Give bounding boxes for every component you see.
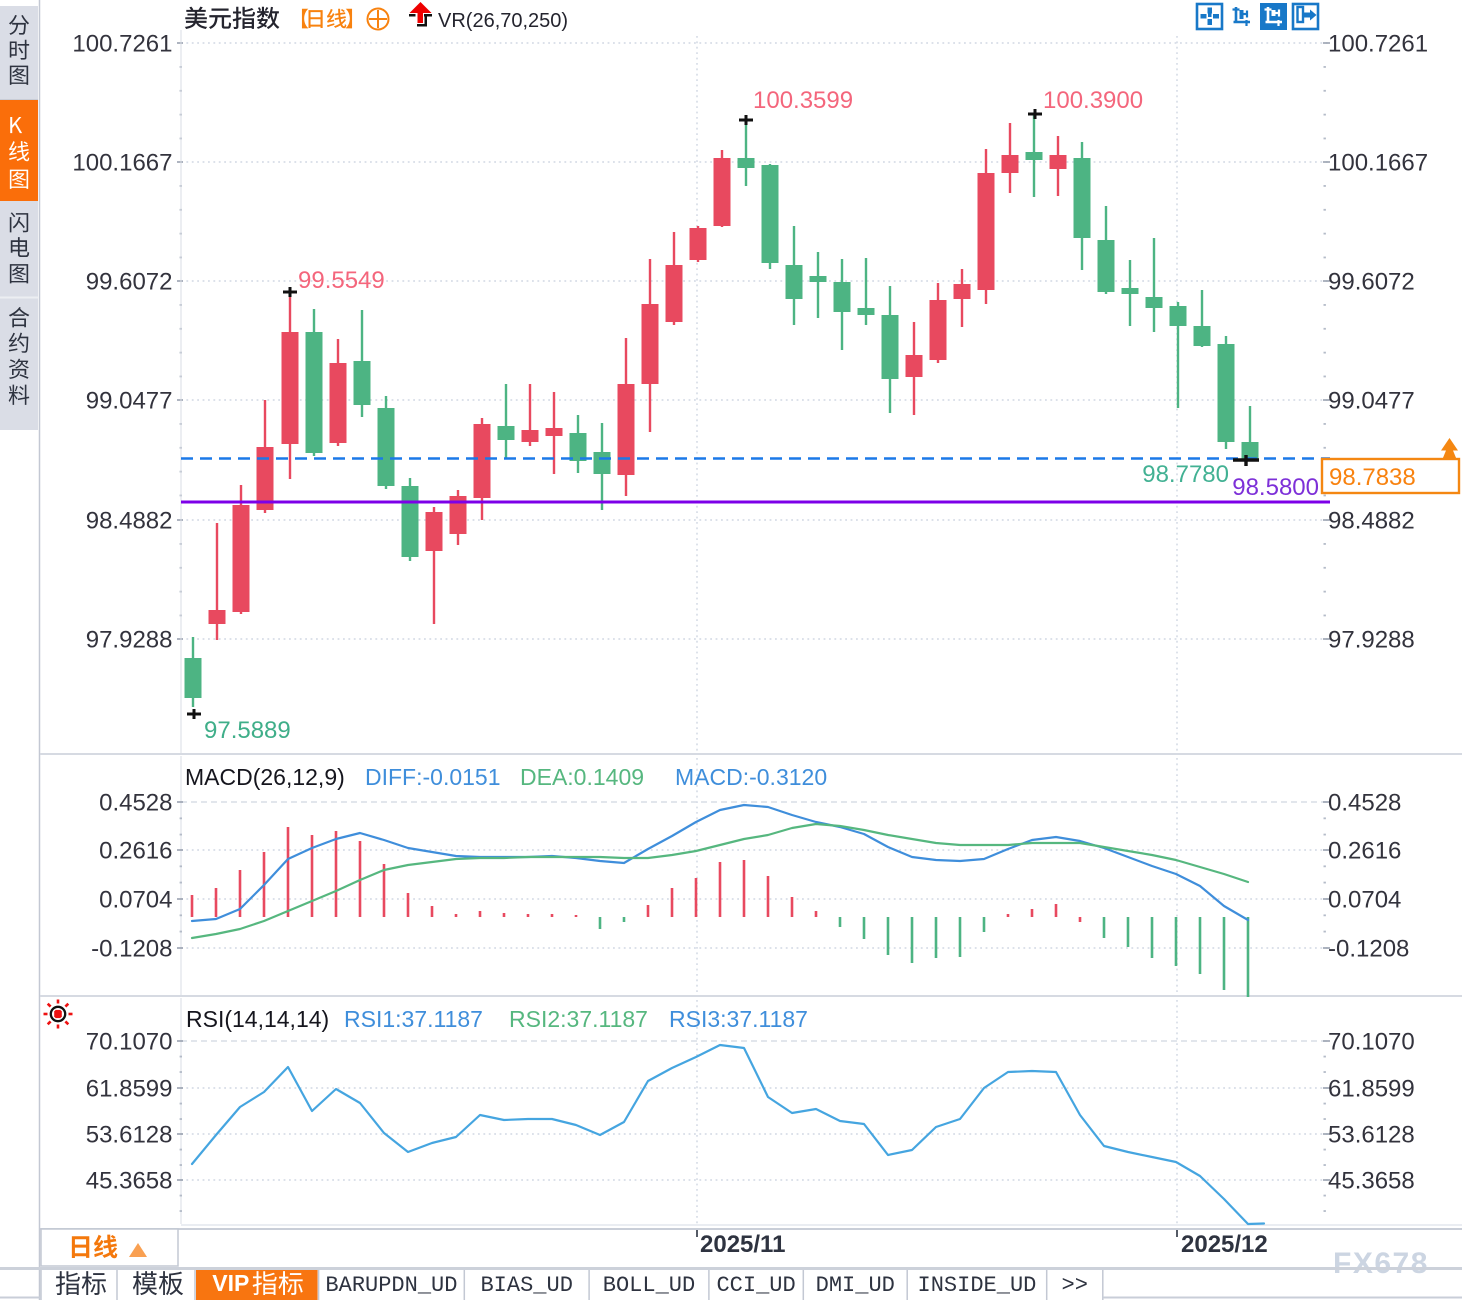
svg-text:98.4882: 98.4882 bbox=[1328, 508, 1415, 535]
svg-text:99.0477: 99.0477 bbox=[86, 388, 173, 415]
svg-text:RSI2:37.1187: RSI2:37.1187 bbox=[509, 1006, 648, 1032]
svg-text:BOLL_UD: BOLL_UD bbox=[603, 1273, 695, 1298]
svg-text:97.9288: 97.9288 bbox=[1328, 627, 1415, 654]
svg-text:0.2616: 0.2616 bbox=[99, 838, 172, 865]
svg-text:61.8599: 61.8599 bbox=[86, 1076, 173, 1103]
svg-text:MACD(26,12,9): MACD(26,12,9) bbox=[185, 764, 345, 790]
svg-text:BARUPDN_UD: BARUPDN_UD bbox=[325, 1273, 457, 1298]
svg-text:DMI_UD: DMI_UD bbox=[816, 1273, 895, 1298]
svg-text:0.4528: 0.4528 bbox=[1328, 790, 1401, 817]
svg-text:98.4882: 98.4882 bbox=[86, 508, 173, 535]
svg-text:100.3599: 100.3599 bbox=[753, 87, 853, 114]
svg-text:98.5800: 98.5800 bbox=[1232, 474, 1319, 501]
svg-text:98.7780: 98.7780 bbox=[1142, 461, 1229, 488]
svg-text:100.7261: 100.7261 bbox=[1328, 31, 1428, 58]
svg-text:70.1070: 70.1070 bbox=[86, 1029, 173, 1056]
svg-text:70.1070: 70.1070 bbox=[1328, 1029, 1415, 1056]
svg-text:CCI_UD: CCI_UD bbox=[716, 1273, 795, 1298]
svg-text:61.8599: 61.8599 bbox=[1328, 1076, 1415, 1103]
svg-text:-0.1208: -0.1208 bbox=[91, 936, 172, 963]
svg-text:98.7838: 98.7838 bbox=[1329, 464, 1416, 491]
svg-text:45.3658: 45.3658 bbox=[1328, 1168, 1415, 1195]
svg-text:100.7261: 100.7261 bbox=[72, 31, 172, 58]
svg-text:INSIDE_UD: INSIDE_UD bbox=[918, 1273, 1037, 1298]
svg-text:45.3658: 45.3658 bbox=[86, 1168, 173, 1195]
svg-text:99.6072: 99.6072 bbox=[86, 269, 173, 296]
svg-text:RSI3:37.1187: RSI3:37.1187 bbox=[669, 1006, 808, 1032]
svg-text:0.2616: 0.2616 bbox=[1328, 838, 1401, 865]
svg-text:0.0704: 0.0704 bbox=[1328, 887, 1401, 914]
svg-text:RSI(14,14,14): RSI(14,14,14) bbox=[186, 1006, 329, 1032]
svg-text:2025/11: 2025/11 bbox=[700, 1231, 785, 1258]
svg-text:100.1667: 100.1667 bbox=[72, 150, 172, 177]
svg-text:99.6072: 99.6072 bbox=[1328, 269, 1415, 296]
svg-text:-0.1208: -0.1208 bbox=[1328, 936, 1409, 963]
svg-text:99.0477: 99.0477 bbox=[1328, 388, 1415, 415]
svg-text:FX678: FX678 bbox=[1333, 1247, 1429, 1280]
svg-text:MACD:-0.3120: MACD:-0.3120 bbox=[675, 764, 827, 790]
svg-text:VR(26,70,250): VR(26,70,250) bbox=[438, 10, 568, 32]
svg-text:VIP: VIP bbox=[212, 1270, 249, 1296]
svg-text:>>: >> bbox=[1062, 1273, 1088, 1298]
svg-text:97.9288: 97.9288 bbox=[86, 627, 173, 654]
svg-text:97.5889: 97.5889 bbox=[204, 717, 291, 744]
svg-text:DEA:0.1409: DEA:0.1409 bbox=[520, 764, 644, 790]
svg-text:0.4528: 0.4528 bbox=[99, 790, 172, 817]
svg-text:53.6128: 53.6128 bbox=[86, 1122, 173, 1149]
svg-text:53.6128: 53.6128 bbox=[1328, 1122, 1415, 1149]
svg-text:0.0704: 0.0704 bbox=[99, 887, 172, 914]
svg-text:99.5549: 99.5549 bbox=[298, 267, 385, 294]
svg-text:DIFF:-0.0151: DIFF:-0.0151 bbox=[365, 764, 501, 790]
svg-text:100.3900: 100.3900 bbox=[1043, 87, 1143, 114]
svg-text:BIAS_UD: BIAS_UD bbox=[480, 1273, 572, 1298]
svg-text:2025/12: 2025/12 bbox=[1181, 1231, 1268, 1258]
svg-text:RSI1:37.1187: RSI1:37.1187 bbox=[344, 1006, 483, 1032]
svg-text:100.1667: 100.1667 bbox=[1328, 150, 1428, 177]
